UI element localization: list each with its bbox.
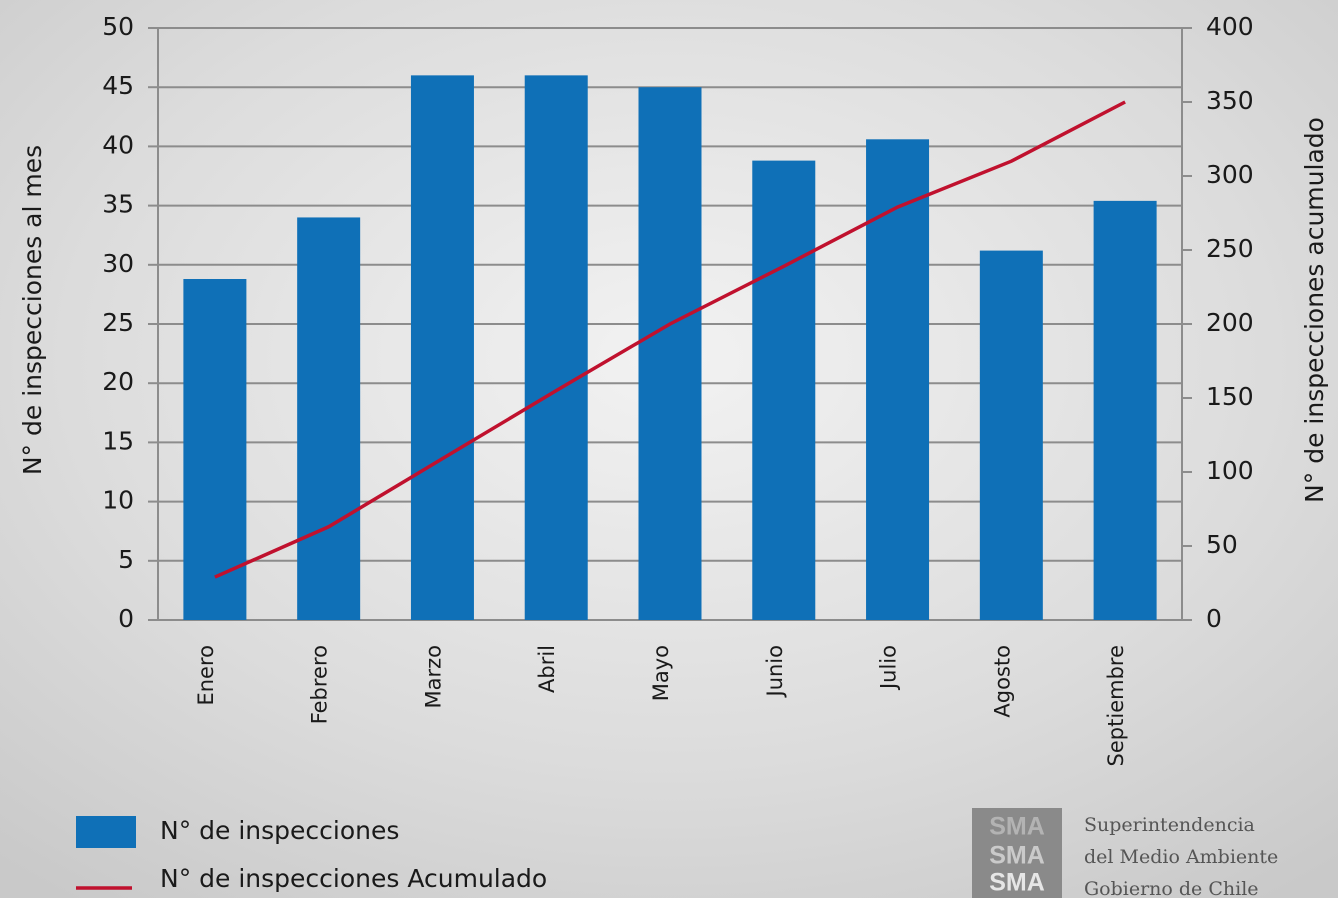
y2-axis-title: N° de inspecciones acumulado: [1300, 117, 1329, 503]
y-tick-label: 25: [102, 308, 134, 337]
bar: [638, 87, 702, 620]
logo-mark: SMA: [989, 869, 1045, 897]
y2-tick-label: 300: [1206, 160, 1254, 189]
y2-tick-label: 50: [1206, 530, 1238, 559]
bar: [524, 75, 588, 621]
x-tick-label: Julio: [877, 645, 901, 691]
logo-mark: SMA: [989, 813, 1045, 841]
x-tick-label: Junio: [763, 645, 787, 699]
logo-text: del Medio Ambiente: [1084, 846, 1278, 868]
logo-text: Superintendencia: [1084, 814, 1255, 836]
y2-tick-label: 200: [1206, 308, 1254, 337]
line: [214, 100, 1126, 579]
y-tick-label: 35: [102, 190, 134, 219]
y-tick-label: 45: [102, 71, 134, 100]
y-tick-label: 5: [118, 545, 134, 574]
y-axis-title: N° de inspecciones al mes: [18, 145, 47, 475]
legend-swatch: [76, 816, 136, 848]
x-tick-label: Agosto: [990, 645, 1014, 718]
y2-tick-label: 350: [1206, 86, 1254, 115]
bar: [979, 250, 1043, 621]
bar: [866, 139, 930, 620]
y-tick-label: 30: [102, 249, 134, 278]
bar: [1093, 200, 1157, 620]
legend-label: N° de inspecciones: [160, 816, 399, 845]
bar: [183, 279, 247, 620]
y-tick-label: 20: [102, 367, 134, 396]
x-tick-label: Febrero: [308, 645, 332, 724]
y-tick-label: 50: [102, 12, 134, 41]
bar: [752, 160, 816, 620]
logo-mark: SMA: [989, 842, 1045, 870]
x-tick-label: Mayo: [649, 645, 673, 701]
x-tick-label: Enero: [194, 645, 218, 706]
legend-label: N° de inspecciones Acumulado: [160, 864, 547, 893]
x-tick-label: Septiembre: [1104, 645, 1128, 766]
y-tick-label: 0: [118, 604, 134, 633]
x-tick-label: Marzo: [421, 645, 445, 709]
logo-text: Gobierno de Chile: [1084, 878, 1259, 898]
bar: [297, 217, 361, 620]
y-tick-label: 40: [102, 130, 134, 159]
bar: [410, 75, 474, 621]
y-tick-label: 15: [102, 426, 134, 455]
y2-tick-label: 0: [1206, 604, 1222, 633]
y2-tick-label: 400: [1206, 12, 1254, 41]
logo-box: [972, 808, 1062, 898]
x-tick-label: Abril: [535, 645, 559, 693]
y2-tick-label: 100: [1206, 456, 1254, 485]
y2-tick-label: 150: [1206, 382, 1254, 411]
y-tick-label: 10: [102, 486, 134, 515]
y2-tick-label: 250: [1206, 234, 1254, 263]
